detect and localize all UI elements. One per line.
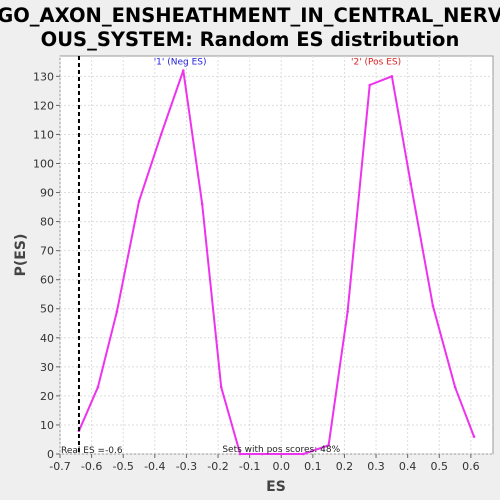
data-point	[431, 304, 435, 308]
y-tick-label: 50	[40, 303, 54, 316]
y-tick-label: 120	[33, 99, 54, 112]
grid-layer	[59, 56, 493, 455]
data-point	[279, 452, 283, 456]
data-point	[96, 385, 100, 389]
x-axis-label: ES	[266, 479, 286, 495]
y-tick-label: 90	[40, 187, 54, 200]
x-tick-label: -0.7	[49, 460, 70, 473]
y-tick-label: 10	[40, 419, 54, 432]
data-point	[115, 310, 119, 313]
peak-annotation: '1' (Neg ES)	[154, 58, 207, 68]
data-point	[181, 69, 185, 72]
data-point	[260, 452, 264, 456]
chart-title-line-1: GO_AXON_ENSHEATHMENT_IN_CENTRAL_NERV	[0, 4, 500, 27]
data-point	[453, 385, 457, 389]
y-tick-label: 110	[33, 128, 54, 141]
x-tick-label: 0.1	[304, 460, 322, 473]
real-es-label: Real ES =-0.6	[61, 446, 123, 456]
peak-annotation: '2' (Pos ES)	[351, 58, 401, 68]
data-point	[409, 182, 413, 186]
y-tick-label: 130	[33, 70, 54, 83]
series-line	[78, 69, 475, 455]
data-point	[390, 75, 394, 78]
data-point	[346, 310, 349, 313]
y-axis-label: P(ES)	[13, 234, 29, 277]
x-tick-label: 0.3	[367, 460, 385, 473]
x-tick-label: 0.5	[431, 460, 449, 473]
x-tick-label: 0.0	[272, 460, 290, 473]
y-tick-label: 60	[40, 274, 54, 287]
data-point	[302, 452, 305, 456]
x-tick-label: -0.3	[176, 460, 197, 473]
data-point	[472, 435, 476, 438]
x-tick-label: -0.5	[112, 460, 133, 473]
pos-scores-label: Sets with pos scores: 48%	[222, 445, 340, 455]
x-tick-label: -0.1	[239, 460, 260, 473]
x-tick-label: -0.4	[144, 460, 165, 473]
data-point	[327, 443, 330, 447]
annotation-layer: Real ES =-0.6 '1' (Neg ES) '2' (Pos ES) Set…	[61, 56, 401, 456]
data-point	[219, 385, 223, 389]
x-tick-label: 0.4	[399, 460, 417, 473]
data-point	[200, 202, 204, 206]
y-tick-label: 70	[40, 245, 54, 258]
y-tick-label: 40	[40, 332, 54, 345]
y-tick-label: 20	[40, 390, 54, 403]
plot-area	[59, 55, 494, 455]
y-tick-label: 80	[40, 216, 54, 229]
chart-title-line-2: OUS_SYSTEM: Random ES distribution	[41, 28, 460, 51]
data-point	[238, 452, 242, 456]
data-point	[159, 133, 163, 136]
y-tick-label: 100	[33, 157, 54, 170]
y-tick-label: 0	[47, 448, 54, 461]
series-layer	[77, 69, 476, 456]
x-tick-label: -0.6	[81, 460, 102, 473]
data-point	[137, 199, 141, 203]
data-point	[368, 83, 372, 87]
y-tick-label: 30	[40, 361, 54, 374]
x-tick-label: 0.2	[336, 460, 354, 473]
x-tick-label: -0.2	[207, 460, 228, 473]
x-tick-label: 0.6	[462, 460, 480, 473]
